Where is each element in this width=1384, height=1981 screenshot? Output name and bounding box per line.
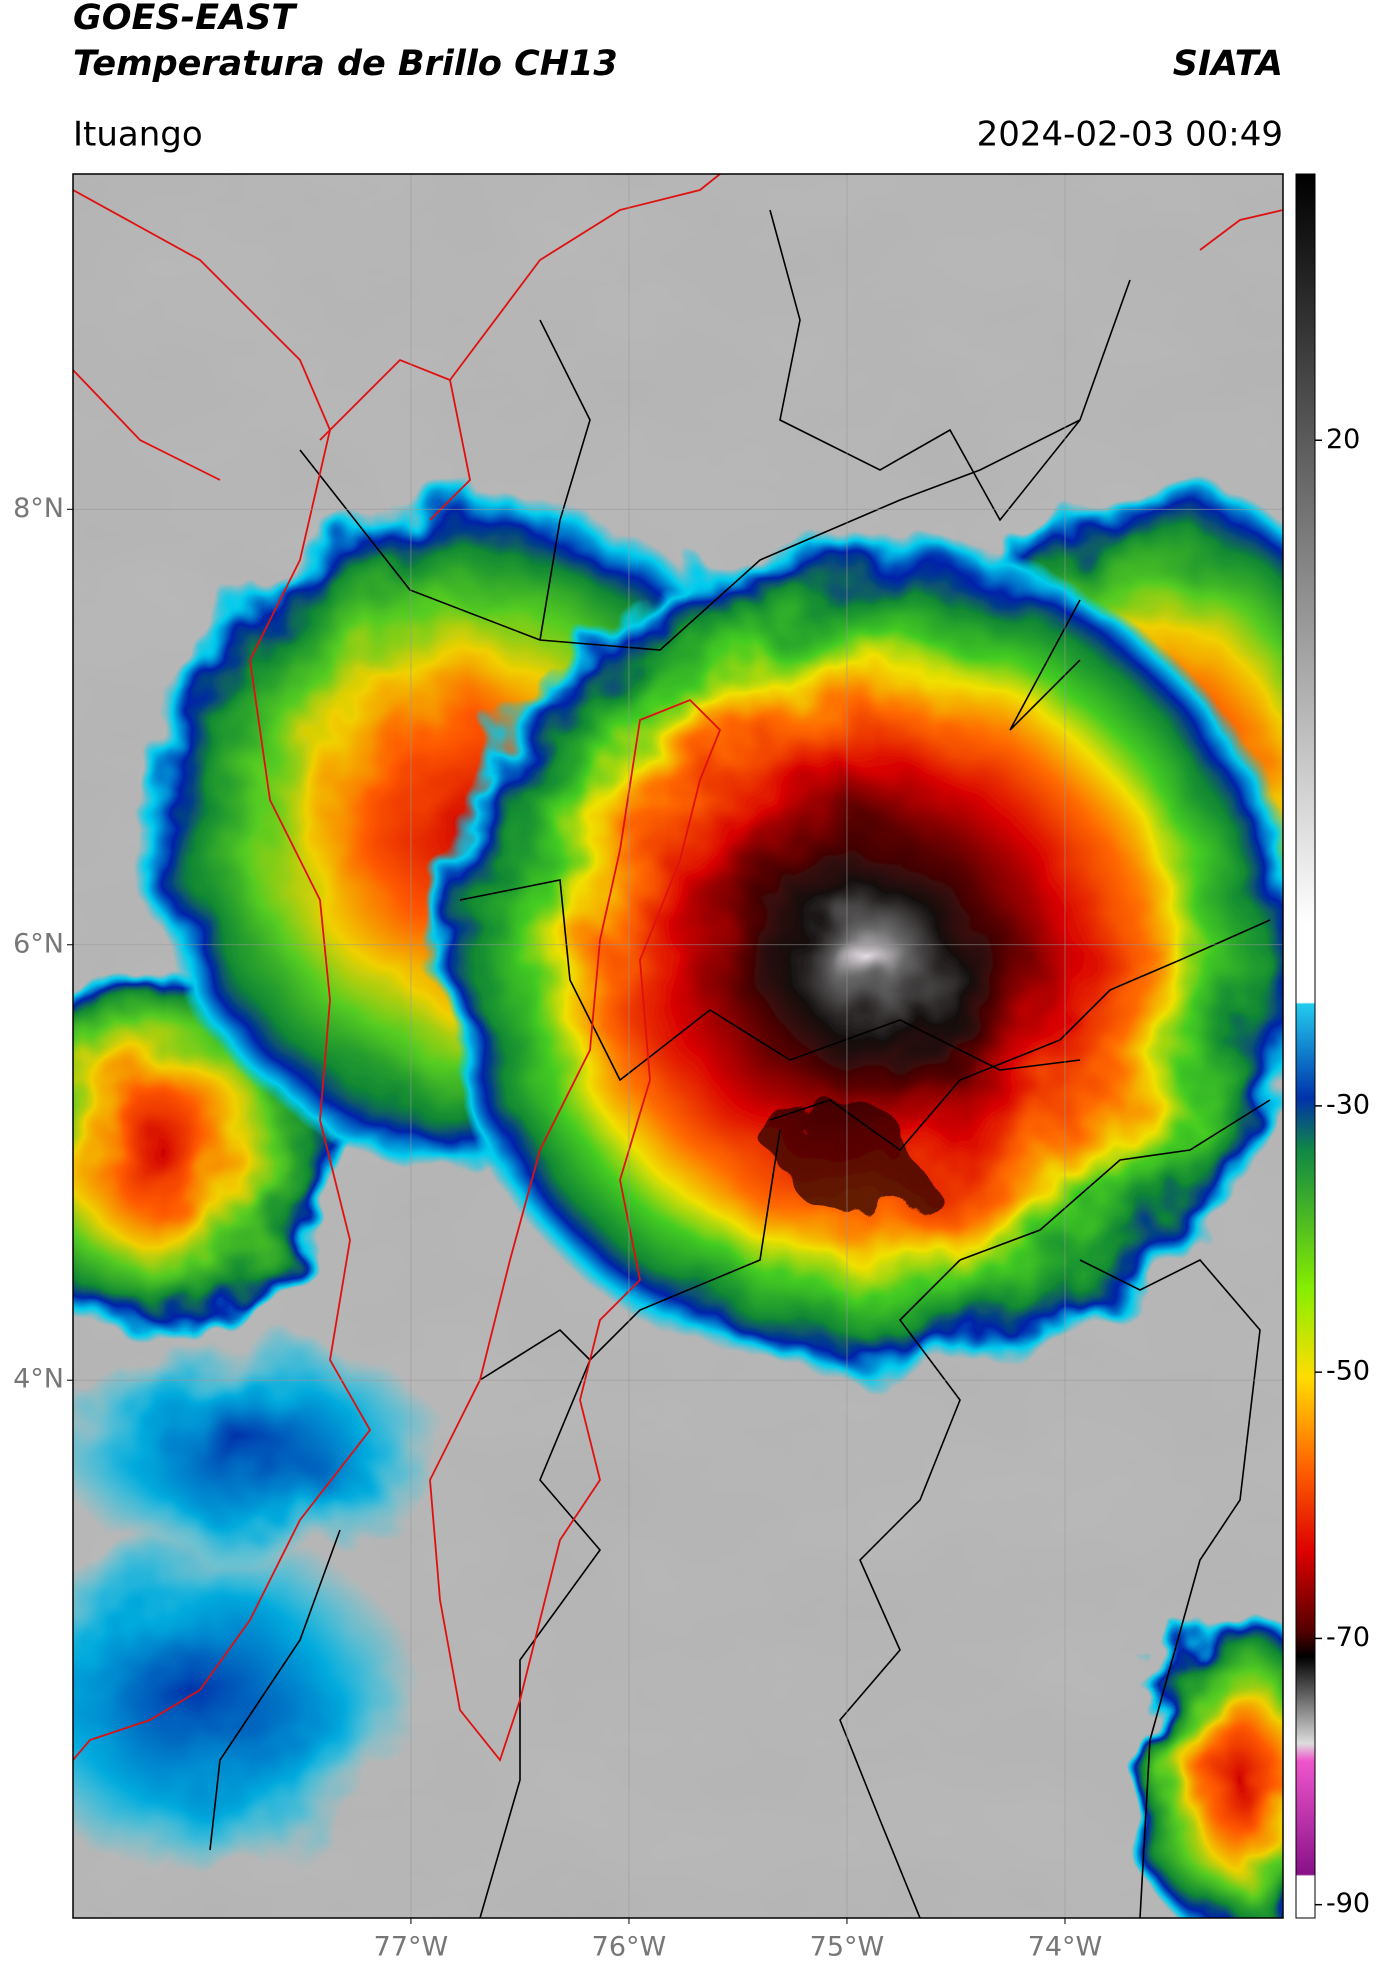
location: Ituango xyxy=(73,115,203,155)
source: SIATA xyxy=(1173,44,1283,84)
y-tick-label: 4°N xyxy=(13,1364,64,1395)
colorbar-tick-label: -90 xyxy=(1326,1888,1370,1919)
colorbar xyxy=(1295,173,1316,1919)
x-tick-label: 77°W xyxy=(374,1932,449,1963)
colorbar-tick-label: 20 xyxy=(1326,424,1360,455)
map-frame xyxy=(72,173,1284,1919)
y-tick-label: 6°N xyxy=(13,928,64,959)
x-tick-label: 75°W xyxy=(810,1932,885,1963)
datetime: 2024-02-03 00:49 xyxy=(977,115,1283,155)
grid xyxy=(73,174,1283,1918)
satellite-image xyxy=(73,174,1283,1918)
title: GOES-EAST xyxy=(73,0,298,38)
colorbar-tick-label: -50 xyxy=(1326,1356,1370,1387)
colorbar-tick-label: -30 xyxy=(1326,1089,1370,1120)
subtitle: Temperatura de Brillo CH13 xyxy=(73,44,618,84)
x-tick-label: 74°W xyxy=(1028,1932,1103,1963)
colorbar-tick-label: -70 xyxy=(1326,1622,1370,1653)
y-tick-label: 8°N xyxy=(13,493,64,524)
x-tick-label: 76°W xyxy=(592,1932,667,1963)
